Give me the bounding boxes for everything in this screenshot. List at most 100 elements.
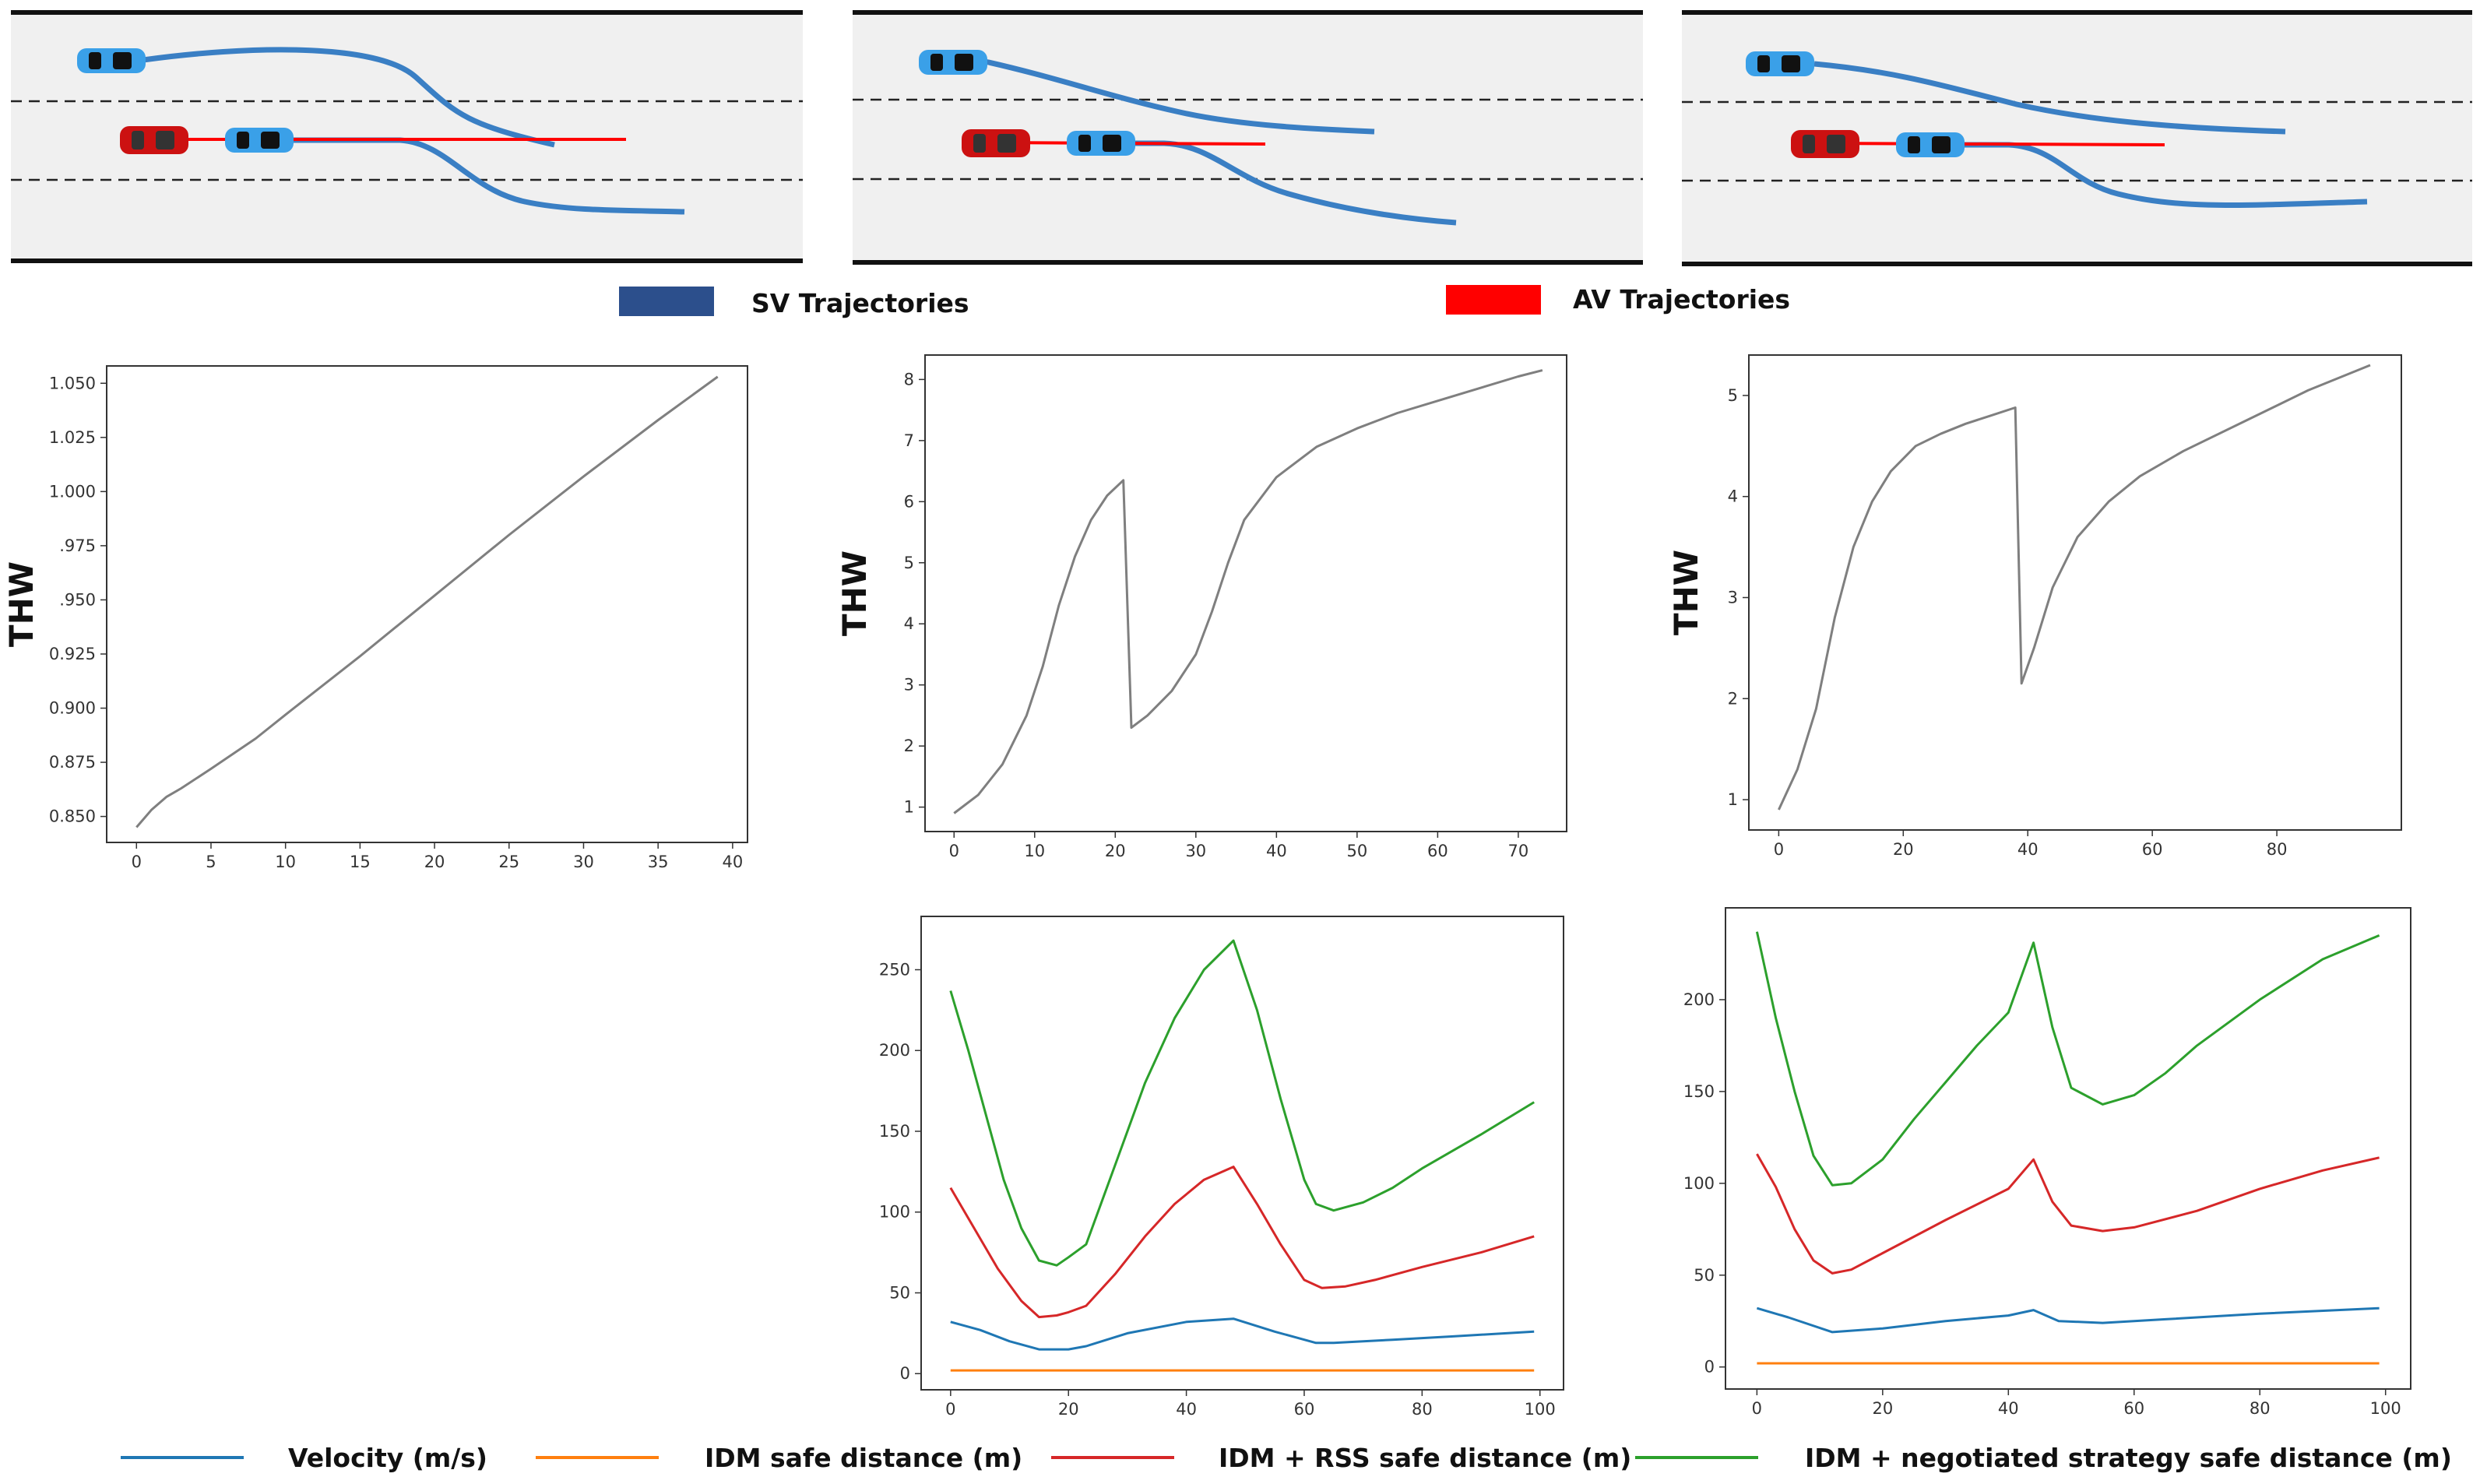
x-tick-label: 30 [573,853,594,871]
x-tick-label: 60 [2123,1399,2144,1418]
lane-panel-2 [853,10,1643,265]
y-tick-label: 3 [1728,588,1738,607]
x-tick-label: 100 [1525,1400,1556,1419]
series-line [1755,931,2380,1187]
series-line [1778,364,2371,811]
x-tick-label: 0 [1752,1399,1762,1418]
y-tick-label: 1.000 [49,482,96,501]
av-legend-label: AV Trajectories [1573,284,1790,315]
x-tick-label: 15 [350,853,371,871]
sv-trajectory-1 [142,47,555,148]
trajectory-legend: SV Trajectories AV Trajectories [619,284,1790,318]
y-axis-label: THW [2,561,40,647]
x-tick-label: 0 [132,853,142,871]
y-tick-label: 3 [904,676,914,695]
y-tick-label: 0.850 [49,807,96,826]
lane-panel-3 [1682,10,2472,266]
series-line [135,375,719,828]
y-axis-label: THW [1667,550,1705,635]
y-tick-label: 1 [904,798,914,817]
plot-frame [924,354,1567,832]
y-tick-label: .975 [59,536,96,555]
av-car [120,126,188,154]
series-legend: Velocity (m/s) IDM safe distance (m) IDM +… [121,1443,2452,1473]
sv-car-2 [1067,131,1135,156]
x-tick-label: 60 [2142,840,2163,859]
y-tick-label: .950 [59,590,96,609]
x-tick-label: 80 [2250,1399,2271,1418]
y-tick-label: 7 [904,431,914,450]
x-tick-label: 0 [945,1400,955,1419]
y-tick-label: 0.900 [49,699,96,718]
sv-legend-swatch [619,287,714,316]
av-car [1791,130,1859,158]
sv-trajectory-1 [1813,61,2286,135]
y-tick-label: 6 [904,492,914,511]
y-tick-label: 0 [900,1364,910,1383]
sv-car-2 [1896,132,1965,157]
x-tick-label: 60 [1427,842,1448,860]
x-tick-label: 20 [1105,842,1126,860]
x-tick-label: 40 [1998,1399,2019,1418]
y-tick-label: 200 [879,1041,910,1060]
series-line [953,369,1543,814]
legend-label: Velocity (m/s) [288,1443,487,1473]
x-tick-label: 60 [1294,1400,1315,1419]
thw-chart-1: 0 5 10 15 20 25 30 35 40 0.850 0.875 0.900 0.925 .950… [2,365,748,871]
sv-trajectory-2 [1086,140,1457,226]
lane-panel-1 [11,10,803,263]
y-tick-label: 150 [1683,1082,1715,1101]
y-tick-label: 4 [904,614,914,633]
x-tick-label: 80 [1412,1400,1433,1419]
y-tick-label: 4 [1728,487,1738,506]
y-tick-label: 50 [889,1283,910,1302]
x-tick-label: 0 [949,842,959,860]
y-tick-label: 5 [1728,386,1738,405]
x-tick-label: 70 [1508,842,1529,860]
y-tick-label: 100 [879,1203,910,1222]
x-tick-label: 20 [1872,1399,1893,1418]
y-tick-label: 1.025 [49,428,96,447]
legend-label: IDM + negotiated strategy safe distance … [1805,1443,2452,1473]
series-line [949,939,1535,1267]
series-line [1756,1306,2380,1334]
x-tick-label: 10 [275,853,296,871]
series-line [950,1317,1535,1351]
legend-label: IDM + RSS safe distance (m) [1219,1443,1631,1473]
sv-trajectory-2 [1915,142,2368,208]
y-tick-label: 0.875 [49,753,96,772]
x-tick-label: 100 [2370,1399,2401,1418]
y-tick-label: 2 [1728,689,1738,708]
x-tick-label: 40 [722,853,743,871]
plot-frame [1725,907,2411,1390]
y-tick-label: 150 [879,1122,910,1141]
y-tick-label: 1.050 [49,374,96,392]
x-tick-label: 40 [1176,1400,1197,1419]
plot-frame [920,916,1564,1391]
y-tick-label: 250 [879,960,910,979]
safe-distance-chart-2: 0 20 40 60 80 100 0 50 100 150 200 250 [879,916,1564,1419]
y-axis-label: THW [835,550,874,636]
sv-car-2 [225,128,294,153]
sv-car-1 [1746,51,1814,76]
x-tick-label: 10 [1024,842,1045,860]
x-tick-label: 25 [498,853,519,871]
sv-trajectory-2 [260,137,685,215]
x-tick-label: 30 [1185,842,1206,860]
series-line [1756,1153,2380,1275]
thw-chart-2: 0 10 20 30 40 50 60 70 1 2 3 4 5 6 7 8 THW [835,354,1567,860]
y-tick-label: 0 [1704,1358,1715,1377]
sv-car-1 [919,50,987,75]
safe-distance-chart-3: 0 20 40 60 80 100 0 50 100 150 200 [1683,907,2411,1418]
plot-frame [106,365,748,843]
series-line [949,1166,1535,1319]
sv-car-1 [77,48,146,73]
thw-chart-3: 0 20 40 60 80 1 2 3 4 5 THW [1667,354,2402,859]
x-tick-label: 40 [1266,842,1287,860]
y-tick-label: 5 [904,554,914,572]
x-tick-label: 5 [206,853,216,871]
sv-legend-label: SV Trajectories [751,288,969,318]
av-legend-swatch [1446,285,1541,315]
y-tick-label: 2 [904,737,914,755]
